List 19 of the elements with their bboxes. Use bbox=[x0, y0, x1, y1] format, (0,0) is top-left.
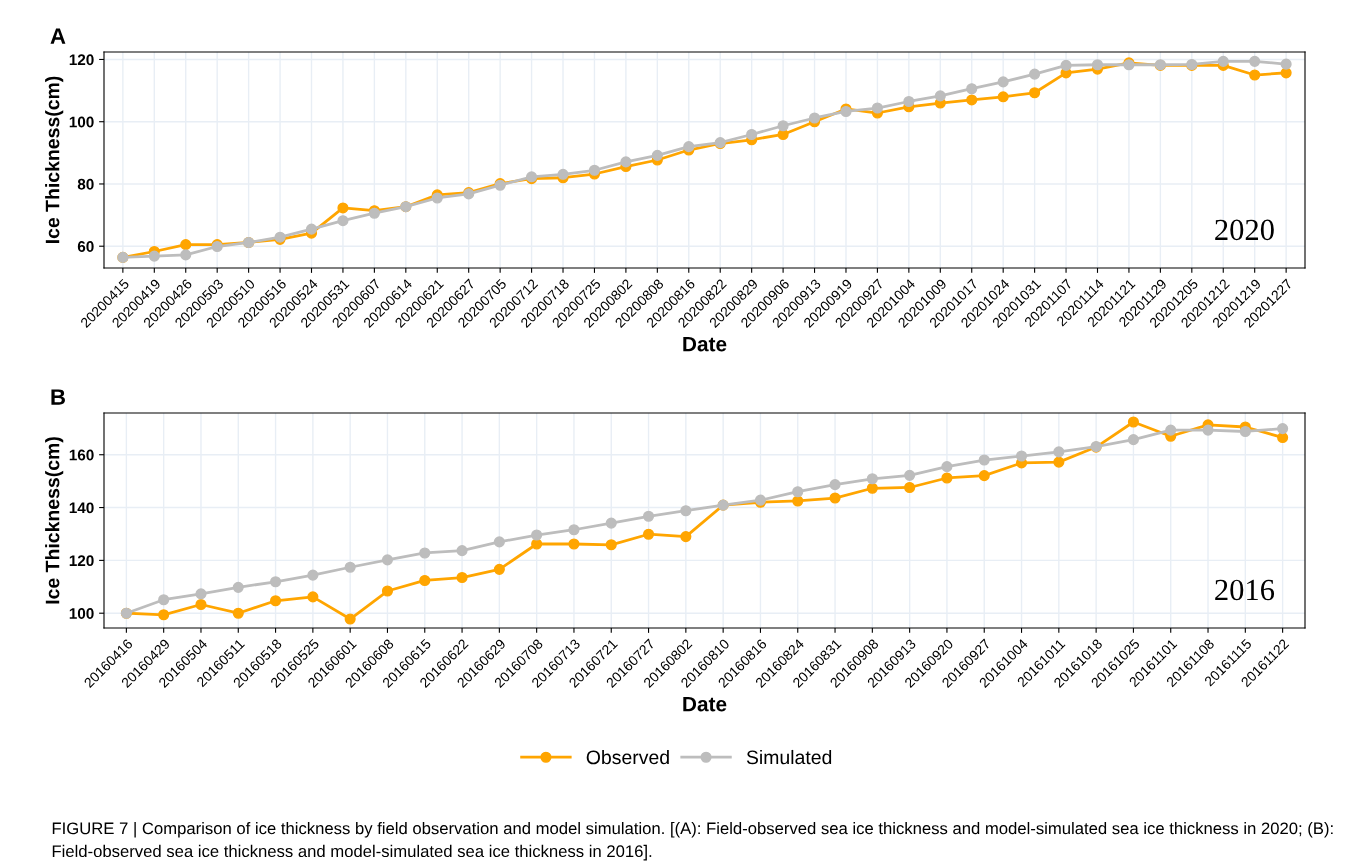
annotation: 2016 bbox=[1215, 579, 1275, 601]
x-axis-title: Date bbox=[683, 336, 727, 352]
y-tick-label: 60 bbox=[77, 241, 94, 252]
y-tick-label: 140 bbox=[69, 502, 94, 514]
y-tick-label: 100 bbox=[69, 608, 94, 619]
y-tick-label: 160 bbox=[69, 449, 94, 461]
y-tick-label: 80 bbox=[77, 178, 94, 190]
chart-title: A bbox=[50, 28, 66, 44]
legend-label: Observed bbox=[586, 749, 669, 765]
annotation: 2020 bbox=[1215, 219, 1274, 241]
legend-label: Simulated bbox=[746, 749, 832, 765]
x-axis-title: Date bbox=[683, 696, 727, 712]
y-axis-title: Ice Thickness(cm) bbox=[45, 76, 64, 243]
y-tick-label: 100 bbox=[69, 116, 94, 128]
y-tick-label: 120 bbox=[69, 54, 94, 66]
y-axis-title: Ice Thickness(cm) bbox=[45, 437, 64, 604]
y-tick-label: 120 bbox=[69, 555, 94, 567]
caption: FIGURE 7 | Comparison of ice thickness by field observation and model simulation. [(A): Field-observed sea ice thickness and model-simulated sea ice thickness in 2020; (B): Field-observed sea ice thickness and model-simulated sea ice thickness in 2016]. bbox=[52, 822, 1333, 861]
chart-title: B bbox=[51, 389, 65, 405]
